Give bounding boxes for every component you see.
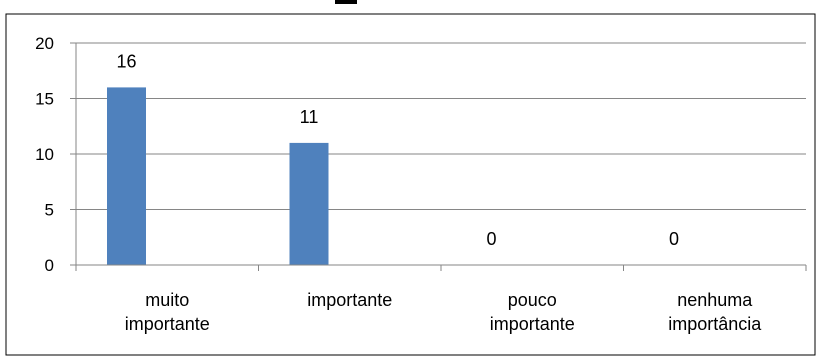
grid-lines <box>76 42 806 210</box>
y-axis-tick-labels: 0 5 10 15 20 <box>35 34 54 275</box>
x-tick-label-line: importante <box>125 314 210 334</box>
x-tick-label-line: importante <box>490 314 575 334</box>
chart-title-fragment <box>335 0 357 4</box>
y-tick-label: 0 <box>45 256 54 275</box>
axes <box>70 42 807 271</box>
x-axis-tick-labels: muito importante importante pouco importante… <box>125 290 763 334</box>
bar-1 <box>107 87 146 266</box>
x-tick-label-line: pouco <box>508 290 557 310</box>
y-tick-label: 20 <box>35 34 54 53</box>
y-tick-label: 15 <box>35 90 54 109</box>
x-tick-label-line: muito <box>145 290 189 310</box>
y-tick-label: 10 <box>35 145 54 164</box>
x-tick-label-4: nenhuma importância <box>668 290 762 334</box>
x-tick-label-line: importante <box>307 290 392 310</box>
data-label-4: 0 <box>669 229 679 249</box>
bar-2 <box>289 142 329 265</box>
x-tick-label-2: importante <box>307 290 392 310</box>
y-tick-label: 5 <box>45 201 54 220</box>
data-label-2: 11 <box>300 107 319 127</box>
data-label-3: 0 <box>486 229 496 249</box>
chart-border <box>5 13 816 356</box>
x-tick-label-1: muito importante <box>125 290 210 334</box>
x-tick-label-line: importância <box>668 314 762 334</box>
x-tick-label-3: pouco importante <box>490 290 575 334</box>
x-tick-label-line: nenhuma <box>677 290 753 310</box>
data-labels: 16 11 0 0 <box>116 51 679 249</box>
bars <box>107 87 329 266</box>
data-label-1: 16 <box>116 51 136 71</box>
